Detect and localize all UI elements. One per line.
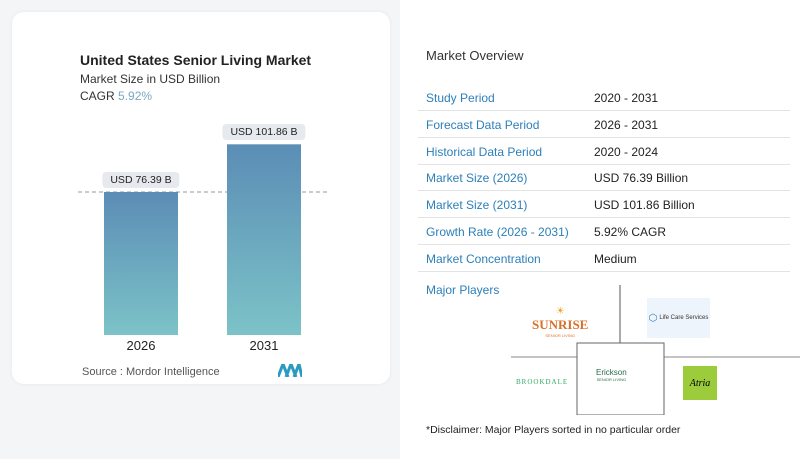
data-label: USD 76.39 B: [102, 171, 180, 188]
data-label: USD 101.86 B: [222, 124, 306, 141]
overview-row: Market Size (2031) USD 101.86 Billion: [418, 191, 790, 219]
x-tick-label: 2026: [126, 338, 156, 353]
row-value: USD 76.39 Billion: [594, 171, 689, 186]
row-label: Historical Data Period: [426, 144, 543, 159]
row-label: Study Period: [426, 91, 495, 105]
chart-card: [12, 12, 390, 384]
row-label: Market Size (2026): [426, 171, 528, 186]
mordor-logo: [278, 364, 302, 377]
row-label: Market Concentration: [426, 251, 541, 266]
overview-row: Market Size (2026) USD 76.39 Billion: [418, 164, 790, 192]
source: Source : Mordor Intelligence: [82, 366, 220, 378]
cagr-value: 5.92%: [118, 89, 153, 103]
overview-row: Study Period 2020 - 2031: [418, 84, 790, 111]
row-value: 2020 - 2024: [594, 144, 659, 159]
life-care-services-logo: ⬡ Life Care Services: [647, 298, 710, 338]
overview-row: Market Concentration Medium: [418, 245, 790, 272]
atria-logo: Atria: [683, 366, 717, 400]
row-value: Medium: [594, 251, 637, 266]
erickson-logo: Erickson SENIOR LIVING: [596, 368, 627, 382]
bar-2031: [227, 144, 301, 335]
x-tick-label: 2031: [249, 338, 279, 353]
row-value: USD 101.86 Billion: [594, 198, 695, 213]
cagr: CAGR 5.92%: [80, 89, 152, 103]
sunrise-logo: ☀ SUNRISE SENIOR LIVING: [532, 306, 589, 338]
overview-title: Market Overview: [426, 48, 524, 63]
row-value: 2026 - 2031: [594, 117, 659, 132]
chart-title: United States Senior Living Market: [80, 52, 312, 68]
overview-row: Forecast Data Period 2026 - 2031: [418, 111, 790, 138]
row-value: 2020 - 2031: [594, 91, 659, 105]
disclaimer: *Disclaimer: Major Players sorted in no …: [426, 424, 681, 436]
cagr-label: CAGR: [80, 89, 115, 103]
row-label: Market Size (2031): [426, 198, 528, 213]
row-label: Growth Rate (2026 - 2031): [426, 225, 569, 239]
chart-subtitle: Market Size in USD Billion: [80, 72, 221, 86]
brookdale-logo: BROOKDALE: [516, 378, 569, 386]
overview-row: Historical Data Period 2020 - 2024: [418, 138, 790, 165]
bar-2026: [104, 191, 178, 335]
major-players-title: Major Players: [426, 283, 500, 297]
players-grid-lines: [511, 285, 800, 415]
bar-chart: [78, 144, 328, 335]
row-label: Forecast Data Period: [426, 117, 540, 132]
overview-row: Growth Rate (2026 - 2031) 5.92% CAGR: [418, 218, 790, 245]
row-value: 5.92% CAGR: [594, 225, 667, 239]
